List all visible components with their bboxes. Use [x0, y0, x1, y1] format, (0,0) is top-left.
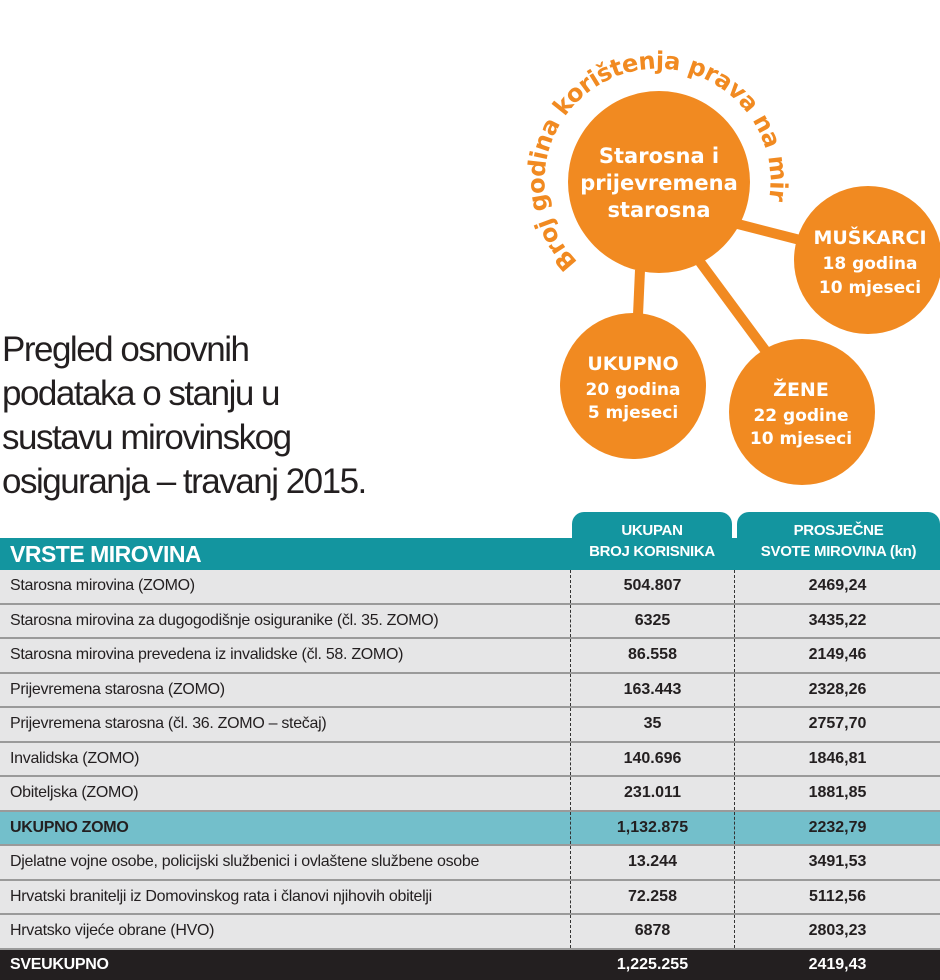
row-users: 140.696: [570, 742, 735, 775]
men-years: 18 godina: [823, 254, 918, 274]
row-type: Prijevremena starosna (ZOMO): [10, 680, 225, 698]
center-line-1: Starosna i: [599, 144, 719, 168]
men-label: MUŠKARCI: [813, 225, 926, 249]
page-title: Pregled osnovnih podataka o stanju u sus…: [2, 328, 367, 504]
table-row: Prijevremena starosna (čl. 36. ZOMO – st…: [0, 708, 940, 743]
row-average: 2419,43: [808, 955, 867, 973]
row-users: 13.244: [570, 846, 735, 879]
total-months: 5 mjeseci: [588, 403, 678, 423]
row-type: UKUPNO ZOMO: [10, 818, 129, 836]
row-type: Obiteljska (ZOMO): [10, 784, 139, 802]
row-type: Starosna mirovina (ZOMO): [10, 577, 195, 595]
table-row: Obiteljska (ZOMO) 231.011 1881,85: [0, 777, 940, 812]
row-users: 231.011: [570, 777, 735, 810]
table-row: Invalidska (ZOMO) 140.696 1846,81: [0, 742, 940, 777]
header-line: SVOTE MIROVINA (kn): [760, 543, 917, 560]
pension-years-diagram: Broj godina korištenja prava na mirovinu…: [0, 0, 940, 485]
row-average: 2328,26: [808, 680, 867, 698]
connector-total: [633, 269, 645, 316]
column-header-type: VRSTE MIROVINA: [10, 541, 202, 567]
row-average: 3435,22: [808, 611, 867, 629]
row-type: Hrvatski branitelji iz Domovinskog rata …: [10, 887, 432, 905]
pension-table: Starosna mirovina (ZOMO) 504.807 2469,24 St…: [0, 570, 940, 980]
row-type: SVEUKUPNO: [10, 955, 109, 973]
women-circle: [729, 339, 875, 485]
row-average: 3491,53: [808, 853, 867, 871]
connector-men: [728, 217, 802, 245]
header-line: PROSJEČNE: [793, 522, 884, 539]
row-type: Starosna mirovina prevedena iz invalidsk…: [10, 646, 404, 664]
row-average: 1881,85: [808, 784, 867, 802]
row-users: 6878: [570, 915, 735, 948]
center-line-3: starosna: [607, 198, 710, 222]
row-average: 2757,70: [808, 715, 867, 733]
row-average: 2803,23: [808, 922, 867, 940]
row-type: Djelatne vojne osobe, policijski služben…: [10, 853, 480, 871]
column-header-users: UKUPAN BROJ KORISNIKA: [572, 512, 732, 570]
title-line: Pregled osnovnih: [2, 330, 250, 369]
row-users: 35: [570, 708, 735, 741]
row-type: Starosna mirovina za dugogodišnje osigur…: [10, 611, 439, 629]
header-line: BROJ KORISNIKA: [589, 543, 715, 560]
center-circle: [568, 91, 750, 273]
women-years: 22 godine: [753, 406, 848, 426]
row-average: 1846,81: [808, 749, 867, 767]
table-row: Starosna mirovina za dugogodišnje osigur…: [0, 604, 940, 639]
row-average: 2149,46: [808, 646, 867, 664]
women-months: 10 mjeseci: [750, 429, 852, 449]
women-label: ŽENE: [773, 378, 829, 401]
row-type: Prijevremena starosna (čl. 36. ZOMO – st…: [10, 715, 327, 733]
total-label: UKUPNO: [587, 353, 678, 375]
men-circle: [794, 186, 940, 334]
total-years: 20 godina: [586, 380, 681, 400]
table-row: Djelatne vojne osobe, policijski služben…: [0, 846, 940, 881]
title-line: podataka o stanju u: [2, 374, 281, 413]
row-type: Invalidska (ZOMO): [10, 749, 140, 767]
men-months: 10 mjeseci: [819, 278, 921, 298]
row-type: Hrvatsko vijeće obrane (HVO): [10, 922, 215, 940]
row-average: 2469,24: [808, 577, 867, 595]
table-row: Starosna mirovina prevedena iz invalidsk…: [0, 639, 940, 674]
row-average: 2232,79: [808, 818, 867, 836]
row-average: 5112,56: [809, 887, 866, 905]
table-row: Hrvatski branitelji iz Domovinskog rata …: [0, 880, 940, 915]
row-users: 504.807: [570, 570, 735, 603]
table-row: Prijevremena starosna (ZOMO) 163.443 2328,…: [0, 673, 940, 708]
row-users: 6325: [570, 604, 735, 637]
table-row: Starosna mirovina (ZOMO) 504.807 2469,24: [0, 570, 940, 605]
table-row: SVEUKUPNO 1,225.255 2419,43: [0, 949, 940, 980]
header-line: UKUPAN: [621, 522, 683, 539]
table-row: UKUPNO ZOMO 1,132.875 2232,79: [0, 811, 940, 846]
row-users: 86.558: [570, 639, 735, 672]
title-line: osiguranja – travanj 2015.: [2, 462, 367, 501]
row-users: 72.258: [570, 880, 735, 913]
connector-women: [695, 259, 770, 353]
column-header-average: PROSJEČNE SVOTE MIROVINA (kn): [737, 512, 940, 570]
row-users: 1,225.255: [616, 955, 689, 973]
title-line: sustavu mirovinskog: [2, 418, 292, 457]
row-users: 163.443: [570, 673, 735, 706]
table-row: Hrvatsko vijeće obrane (HVO) 6878 2803,23: [0, 915, 940, 950]
row-users: 1,132.875: [570, 811, 735, 844]
center-line-2: prijevremena: [580, 171, 738, 195]
total-circle: [560, 313, 706, 459]
